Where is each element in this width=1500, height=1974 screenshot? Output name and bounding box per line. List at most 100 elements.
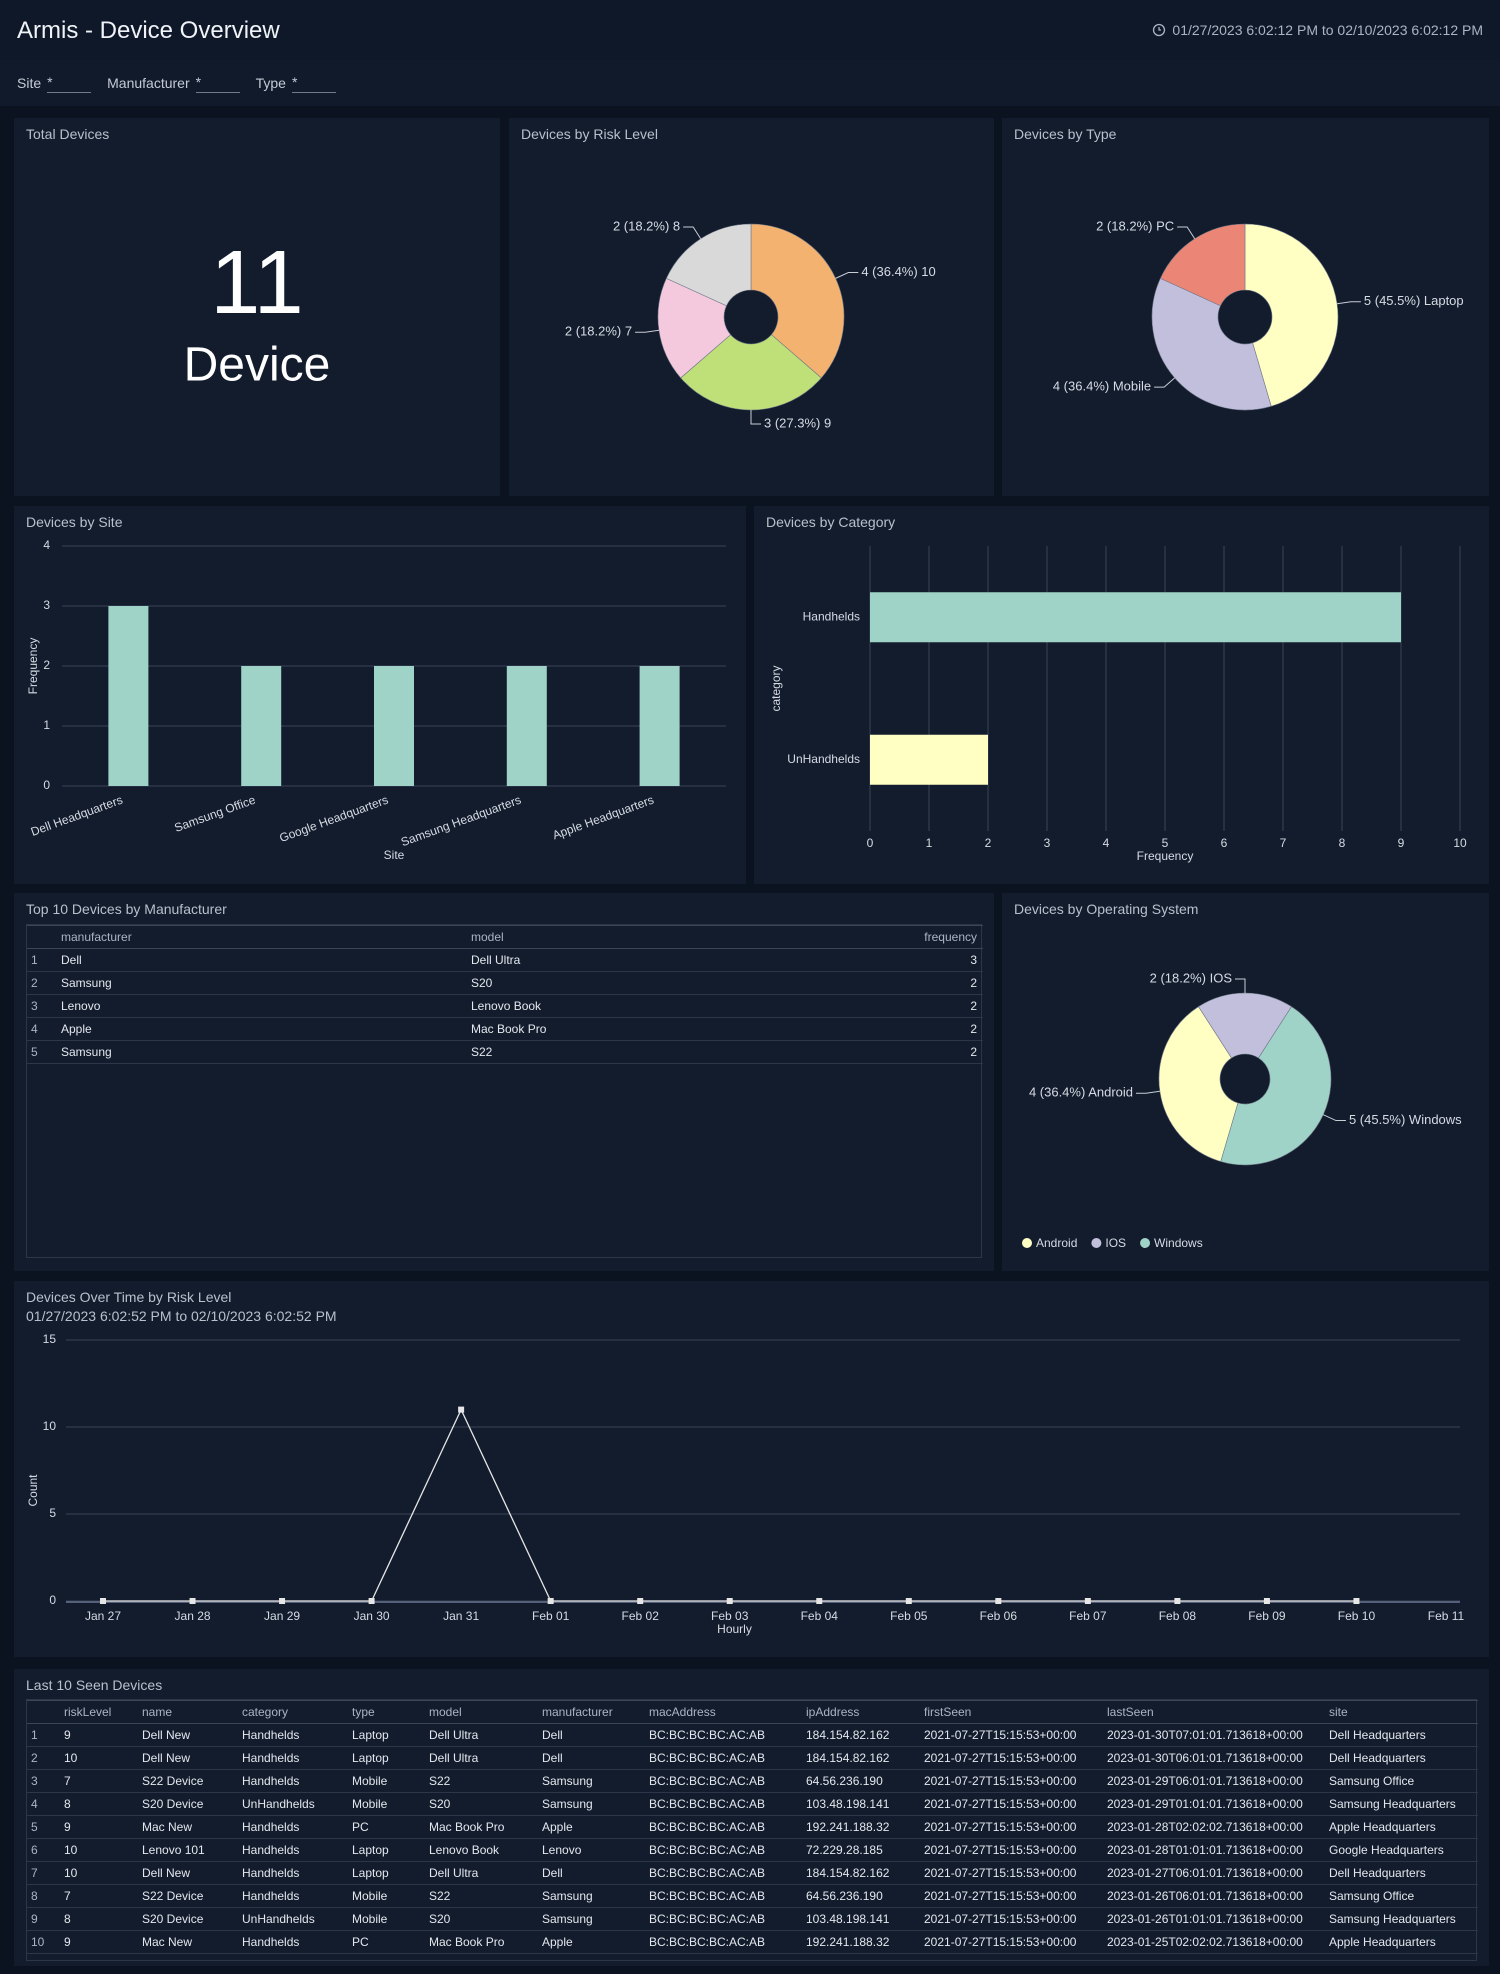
x-tick-label: 3 bbox=[1044, 836, 1051, 850]
table-cell: Laptop bbox=[346, 1746, 423, 1770]
header-cell[interactable]: ipAddress bbox=[800, 1700, 918, 1724]
filter[interactable]: Manufacturer * bbox=[107, 74, 240, 93]
header-cell[interactable]: lastSeen bbox=[1101, 1700, 1323, 1724]
table-row: 3 Lenovo Lenovo Book 2 bbox=[27, 994, 983, 1018]
table-cell: 64.56.236.190 bbox=[800, 1884, 918, 1908]
chart-canvas: 0 1 2 3 4 5 6 7 8 9 10 Handhelds UnHandhelds Frequenc… bbox=[769, 546, 1467, 863]
x-tick-label: Apple Headquarters bbox=[551, 793, 656, 843]
x-axis-label: Site bbox=[384, 848, 405, 862]
panel-title: Devices Over Time by Risk Level bbox=[26, 1289, 232, 1305]
x-tick-label: Jan 28 bbox=[175, 1609, 211, 1623]
table-cell: BC:BC:BC:BC:AC:AB bbox=[643, 1930, 800, 1954]
table-cell: 2021-07-27T15:15:53+00:00 bbox=[918, 1838, 1101, 1862]
point-marker bbox=[905, 1598, 912, 1604]
slice-label: 3 (27.3%) 9 bbox=[764, 415, 831, 430]
y-tick-label: 2 bbox=[43, 658, 50, 672]
x-tick-label: Jan 31 bbox=[443, 1609, 479, 1623]
table-cell: 2021-07-27T15:15:53+00:00 bbox=[918, 1861, 1101, 1885]
table-cell: 2 bbox=[888, 1040, 983, 1064]
header-cell[interactable]: name bbox=[136, 1700, 236, 1724]
header-cell[interactable]: manufacturer bbox=[55, 925, 465, 949]
filter-bar: Site * Manufacturer * Type * bbox=[0, 60, 1500, 106]
legend-swatch bbox=[1140, 1238, 1151, 1248]
table-cell: UnHandhelds bbox=[236, 1907, 346, 1931]
panel: Devices Over Time by Risk Level 01/27/202… bbox=[14, 1281, 1489, 1657]
header-cell[interactable]: type bbox=[346, 1700, 423, 1724]
page-title: Armis - Device Overview bbox=[17, 17, 280, 44]
point-marker bbox=[1084, 1598, 1091, 1604]
panel: Devices by Category 0 1 2 3 4 5 6 7 8 9 10 Handhelds… bbox=[754, 506, 1489, 884]
table-cell: 8 bbox=[58, 1907, 136, 1931]
table-cell: Google Headquarters bbox=[1323, 1838, 1478, 1862]
header-cell[interactable]: macAddress bbox=[643, 1700, 800, 1724]
table-cell: S20 bbox=[423, 1792, 536, 1816]
leader-line bbox=[683, 226, 702, 240]
y-axis-label: Frequency bbox=[26, 638, 40, 695]
time-range[interactable]: 01/27/2023 6:02:12 PM to 02/10/2023 6:02… bbox=[1152, 22, 1483, 38]
panel: Devices by Site 0 1 2 3 4 Dell Headquarters Sam… bbox=[14, 506, 746, 884]
header-cell[interactable]: site bbox=[1323, 1700, 1478, 1724]
filter[interactable]: Type * bbox=[256, 74, 336, 93]
table-cell: BC:BC:BC:BC:AC:AB bbox=[643, 1792, 800, 1816]
chart-canvas: 0 1 2 3 4 Dell Headquarters Samsung Office Goog… bbox=[26, 538, 726, 862]
bar bbox=[870, 592, 1401, 643]
chart-canvas: 4 (36.4%) Android 2 (18.2%) IOS 5 (45.5%) … bbox=[1022, 970, 1462, 1250]
row-index: 4 bbox=[27, 1792, 58, 1816]
row-index: 3 bbox=[27, 994, 55, 1018]
header-cell[interactable]: model bbox=[465, 925, 888, 949]
total-value: 11 bbox=[210, 233, 303, 333]
slice-label: 2 (18.2%) PC bbox=[1096, 218, 1174, 233]
header-cell[interactable]: manufacturer bbox=[536, 1700, 643, 1724]
panel-subtitle: 01/27/2023 6:02:52 PM to 02/10/2023 6:02… bbox=[26, 1308, 337, 1324]
table-cell: Mac Book Pro bbox=[423, 1815, 536, 1839]
x-tick-label: 2 bbox=[985, 836, 992, 850]
y-tick-label: 10 bbox=[43, 1419, 57, 1433]
header-cell[interactable]: category bbox=[236, 1700, 346, 1724]
leader-line bbox=[750, 410, 761, 425]
x-tick-label: Feb 09 bbox=[1248, 1609, 1286, 1623]
x-tick-label: Feb 03 bbox=[711, 1609, 749, 1623]
table-row: 1 9 Dell New Handhelds Laptop Dell Ultra Dell B… bbox=[27, 1723, 1478, 1747]
y-tick-label: 0 bbox=[43, 778, 50, 792]
x-tick-label: 10 bbox=[1453, 836, 1467, 850]
point-marker bbox=[368, 1598, 375, 1604]
table-cell: 10 bbox=[58, 1838, 136, 1862]
header-cell[interactable]: model bbox=[423, 1700, 536, 1724]
table-cell: S22 Device bbox=[136, 1769, 236, 1793]
table-cell: Samsung Headquarters bbox=[1323, 1907, 1478, 1931]
table-cell: Dell Ultra bbox=[423, 1723, 536, 1747]
header-cell[interactable]: riskLevel bbox=[58, 1700, 136, 1724]
header-cell[interactable]: frequency bbox=[888, 925, 983, 949]
table-cell: Mobile bbox=[346, 1907, 423, 1931]
x-tick-label: Jan 29 bbox=[264, 1609, 300, 1623]
table-cell: Samsung Office bbox=[1323, 1884, 1478, 1908]
y-tick-label: 15 bbox=[43, 1332, 57, 1346]
table-cell: Handhelds bbox=[236, 1884, 346, 1908]
table-frame: riskLevel name category type model manufactur… bbox=[26, 1699, 1478, 1961]
table-cell: Samsung Headquarters bbox=[1323, 1792, 1478, 1816]
x-axis-label: Hourly bbox=[717, 1622, 752, 1636]
table-row: 5 9 Mac New Handhelds PC Mac Book Pro Apple BC:… bbox=[27, 1815, 1478, 1839]
x-tick-label: Feb 04 bbox=[801, 1609, 839, 1623]
chart-canvas: 4 (36.4%) 10 3 (27.3%) 9 2 (18.2%) 7 2 (18.… bbox=[565, 218, 936, 430]
x-tick-label: Samsung Office bbox=[173, 793, 258, 835]
header-cell bbox=[27, 1700, 58, 1724]
table-cell: Mac New bbox=[136, 1815, 236, 1839]
pie-slice bbox=[680, 334, 822, 411]
filter[interactable]: Site * bbox=[17, 74, 92, 93]
y-axis-label: category bbox=[769, 665, 783, 711]
table-cell: Handhelds bbox=[236, 1861, 346, 1885]
table-cell: 103.48.198.141 bbox=[800, 1792, 918, 1816]
table-cell: 2023-01-28T01:01:01.713618+00:00 bbox=[1101, 1838, 1323, 1862]
header-cell[interactable]: firstSeen bbox=[918, 1700, 1101, 1724]
table-cell: S20 Device bbox=[136, 1792, 236, 1816]
table-cell: Dell Ultra bbox=[423, 1861, 536, 1885]
slice-label: 2 (18.2%) 8 bbox=[613, 218, 680, 233]
data-table: manufacturer model frequency 1 Dell Dell Ultr… bbox=[27, 925, 983, 1064]
table-cell: 192.241.188.32 bbox=[800, 1815, 918, 1839]
table-cell: Dell bbox=[536, 1746, 643, 1770]
bar bbox=[870, 734, 988, 785]
table-cell: 10 bbox=[58, 1746, 136, 1770]
header-cell bbox=[27, 925, 55, 949]
clock-icon bbox=[1153, 23, 1166, 37]
